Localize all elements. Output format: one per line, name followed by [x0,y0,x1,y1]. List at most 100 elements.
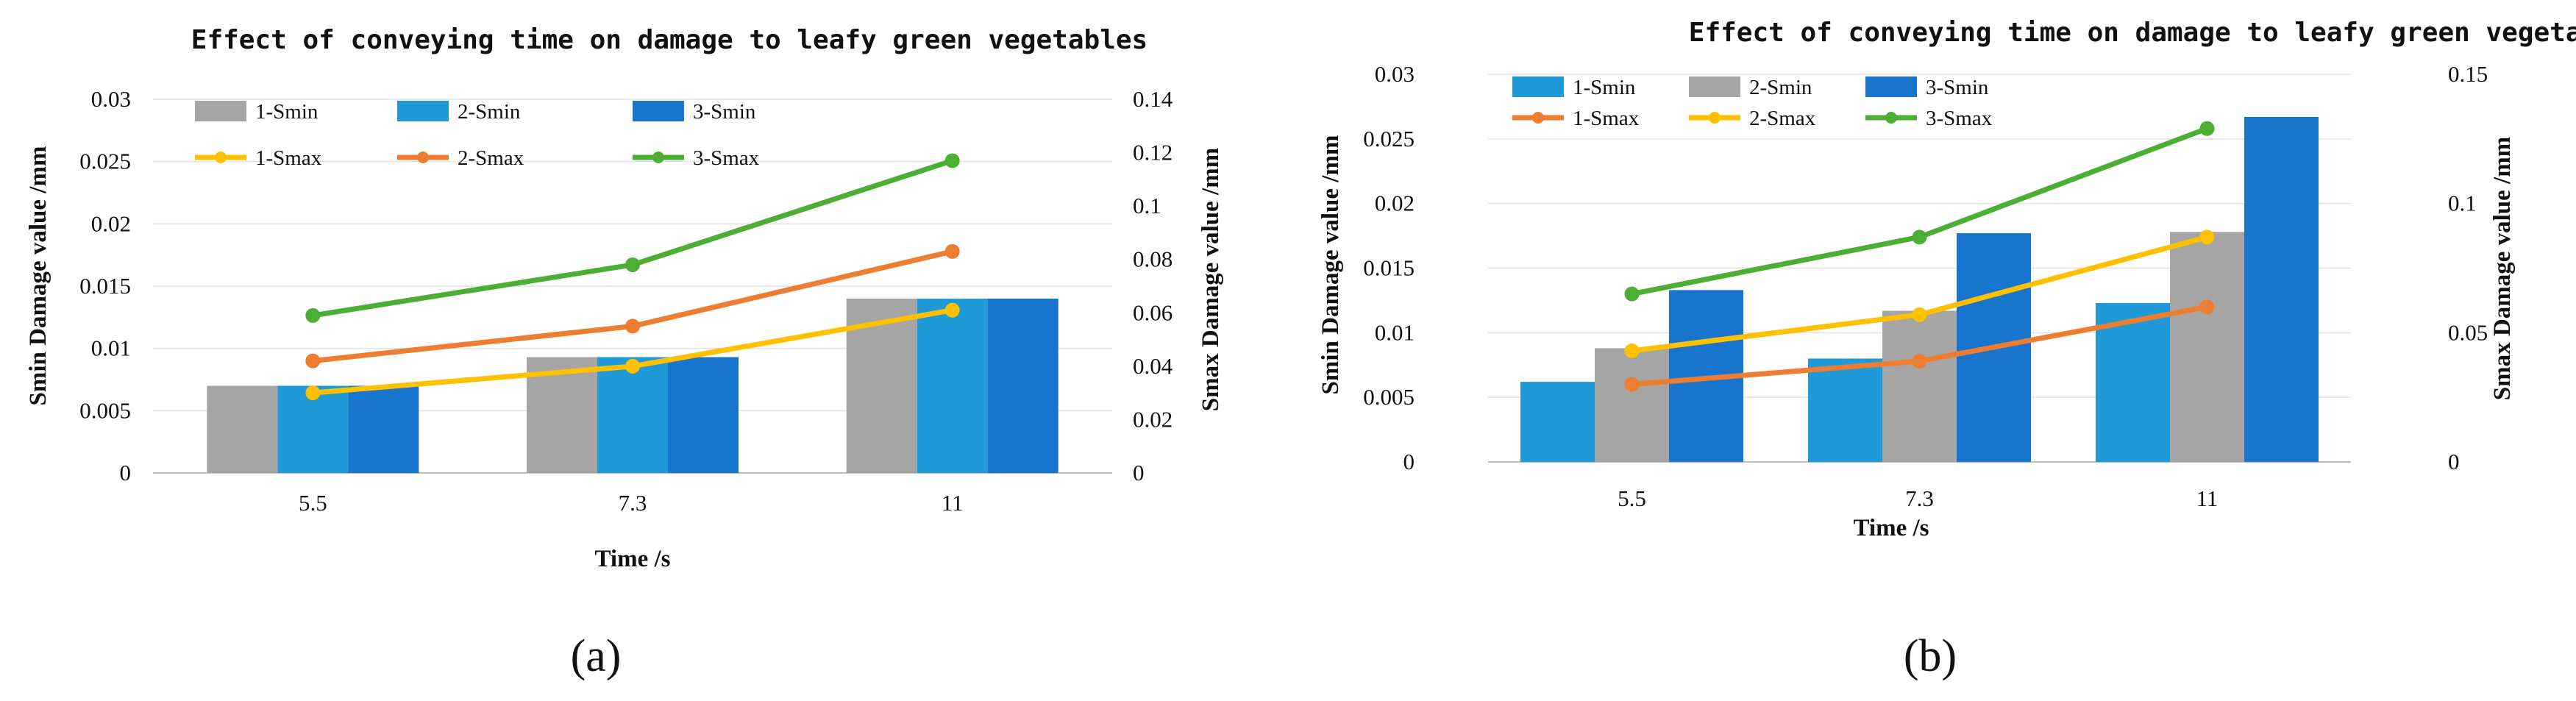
chart-a-bar-3-smin [987,298,1058,473]
chart-a-left-tick-label: 0.015 [79,273,131,299]
chart-b-x-axis-ticks: 5.5 7.3 11 [1618,485,2218,511]
chart-a-point-3-smax [305,307,321,323]
chart-a-left-tick-label: 0.005 [79,397,131,423]
chart-a-bar-2-smin [917,298,988,473]
chart-b-legend-label: 3-Smax [1926,107,1993,130]
chart-b-legend-label: 3-Smin [1926,76,1989,99]
chart-a-left-tick-label: 0.02 [91,210,131,236]
chart-b-title: Effect of conveying time on damage to le… [1689,18,2576,48]
chart-a-bar-1-smin [207,385,278,473]
chart-a-left-tick-label: 0.03 [91,86,131,112]
chart-b-point-1-smax [1624,377,1640,392]
chart-b-point-2-smax [1912,307,1927,322]
chart-a: Effect of conveying time on damage to le… [25,25,1224,681]
chart-a-title: Effect of conveying time on damage to le… [191,25,1148,55]
chart-b-bar-3-smin [2244,116,2319,462]
chart-b-right-tick-label: 0 [2448,449,2460,474]
chart-a-x-axis-ticks: 5.5 7.3 11 [299,490,964,516]
chart-a-left-tick-label: 0.025 [79,149,131,174]
chart-a-bar-3-smin [668,357,739,473]
chart-b-right-tick-label: 0.05 [2448,319,2488,345]
chart-b-bars [1520,116,2319,462]
chart-a-legend-label: 3-Smax [693,146,760,170]
chart-b: Effect of conveying time on damage to le… [1317,18,2576,681]
chart-b-left-axis-ticks: 0 0.005 0.01 0.015 0.02 0.025 0.03 [1363,61,1415,474]
chart-b-legend-marker-3-smax [1885,112,1897,124]
chart-a-right-tick-label: 0.08 [1133,246,1173,272]
chart-b-legend-label: 2-Smin [1749,76,1812,99]
chart-b-point-3-smax [1912,229,1927,245]
chart-b-left-tick-label: 0.025 [1363,126,1415,152]
chart-b-right-tick-label: 0.15 [2448,61,2488,87]
chart-a-legend-label: 1-Smax [255,146,322,170]
chart-b-left-tick-label: 0.01 [1375,319,1415,345]
chart-a-bar-2-smin [277,385,349,473]
chart-b-x-tick-label: 11 [2196,485,2219,511]
chart-a-legend: 1-Smin 2-Smin 3-Smin 1-Smax 2-Smax 3-Smax [195,100,760,170]
chart-a-right-tick-label: 0.14 [1133,86,1173,112]
chart-b-x-axis-title: Time /s [1854,515,1929,541]
chart-b-x-tick-label: 7.3 [1905,485,1934,511]
chart-b-bar-2-smin [1882,310,1957,462]
chart-b-point-2-smax [2199,229,2215,245]
chart-a-legend-label: 2-Smin [458,100,521,124]
chart-b-x-tick-label: 5.5 [1618,485,1646,511]
chart-b-left-axis-title: Smin Damage value /mm [1317,135,1344,395]
chart-a-legend-label: 3-Smin [693,100,756,124]
chart-b-point-2-smax [1624,343,1640,358]
chart-b-point-3-smax [2199,121,2215,136]
chart-b-point-1-smax [1912,353,1927,369]
chart-b-left-tick-label: 0 [1403,449,1415,474]
chart-a-legend-marker-2-smax [417,152,429,163]
chart-b-lines [1624,121,2215,392]
chart-a-point-3-smax [944,153,960,168]
panel-label-b: (b) [1904,631,1957,681]
chart-a-right-tick-label: 0 [1133,460,1145,485]
chart-b-point-3-smax [1624,286,1640,302]
chart-a-x-axis-title: Time /s [595,546,671,572]
chart-a-left-tick-label: 0.01 [91,335,131,361]
chart-a-x-tick-label: 5.5 [299,490,327,516]
chart-b-legend-label: 2-Smax [1749,107,1816,130]
chart-a-legend-swatch-3-smin [633,101,684,121]
chart-a-legend-label: 1-Smin [255,100,319,124]
chart-b-legend-marker-2-smax [1709,112,1721,124]
chart-b-legend-marker-1-smax [1532,112,1544,124]
chart-b-legend-swatch-1-smin [1512,76,1564,97]
chart-b-left-tick-label: 0.02 [1375,191,1415,216]
chart-b-line-3-smax [1629,126,2210,297]
chart-a-bar-3-smin [348,385,419,473]
chart-b-left-tick-label: 0.005 [1363,384,1415,410]
chart-b-legend-label: 1-Smin [1573,76,1636,99]
chart-a-x-tick-label: 11 [942,490,964,516]
chart-b-right-axis-title: Smax Damage value /mm [2489,137,2516,400]
chart-a-legend-label: 2-Smax [458,146,524,170]
chart-b-bar-1-smin [2096,302,2170,462]
chart-a-bars [207,298,1058,473]
chart-b-bar-2-smin [2170,232,2244,462]
chart-b-legend-swatch-2-smin [1689,76,1740,97]
chart-a-point-2-smax [944,243,960,259]
chart-b-right-tick-label: 0.1 [2448,191,2477,216]
chart-a-legend-marker-1-smax [215,152,227,163]
panel-label-a: (a) [571,631,622,681]
chart-a-point-3-smax [625,257,640,272]
chart-a-right-tick-label: 0.02 [1133,406,1173,432]
chart-a-point-1-smax [305,385,321,401]
chart-b-point-1-smax [2199,299,2215,315]
chart-a-legend-swatch-2-smin [397,101,449,121]
chart-b-left-tick-label: 0.015 [1363,255,1415,281]
chart-a-right-tick-label: 0.1 [1133,193,1161,218]
chart-b-bar-1-smin [1808,358,1882,462]
chart-b-bar-2-smin [1595,348,1669,462]
chart-a-legend-swatch-1-smin [195,101,246,121]
chart-b-right-axis-ticks: 0 0.05 0.1 0.15 [2448,61,2488,474]
chart-a-right-tick-label: 0.06 [1133,299,1173,325]
chart-a-point-2-smax [305,353,321,369]
chart-a-line-3-smax [310,157,956,319]
chart-a-right-axis-title: Smax Damage value /mm [1198,148,1224,411]
chart-b-legend: 1-Smin 2-Smin 3-Smin 1-Smax 2-Smax 3-Smax [1512,76,1993,130]
chart-b-left-tick-label: 0.03 [1375,61,1415,87]
chart-a-left-tick-label: 0 [120,460,132,485]
